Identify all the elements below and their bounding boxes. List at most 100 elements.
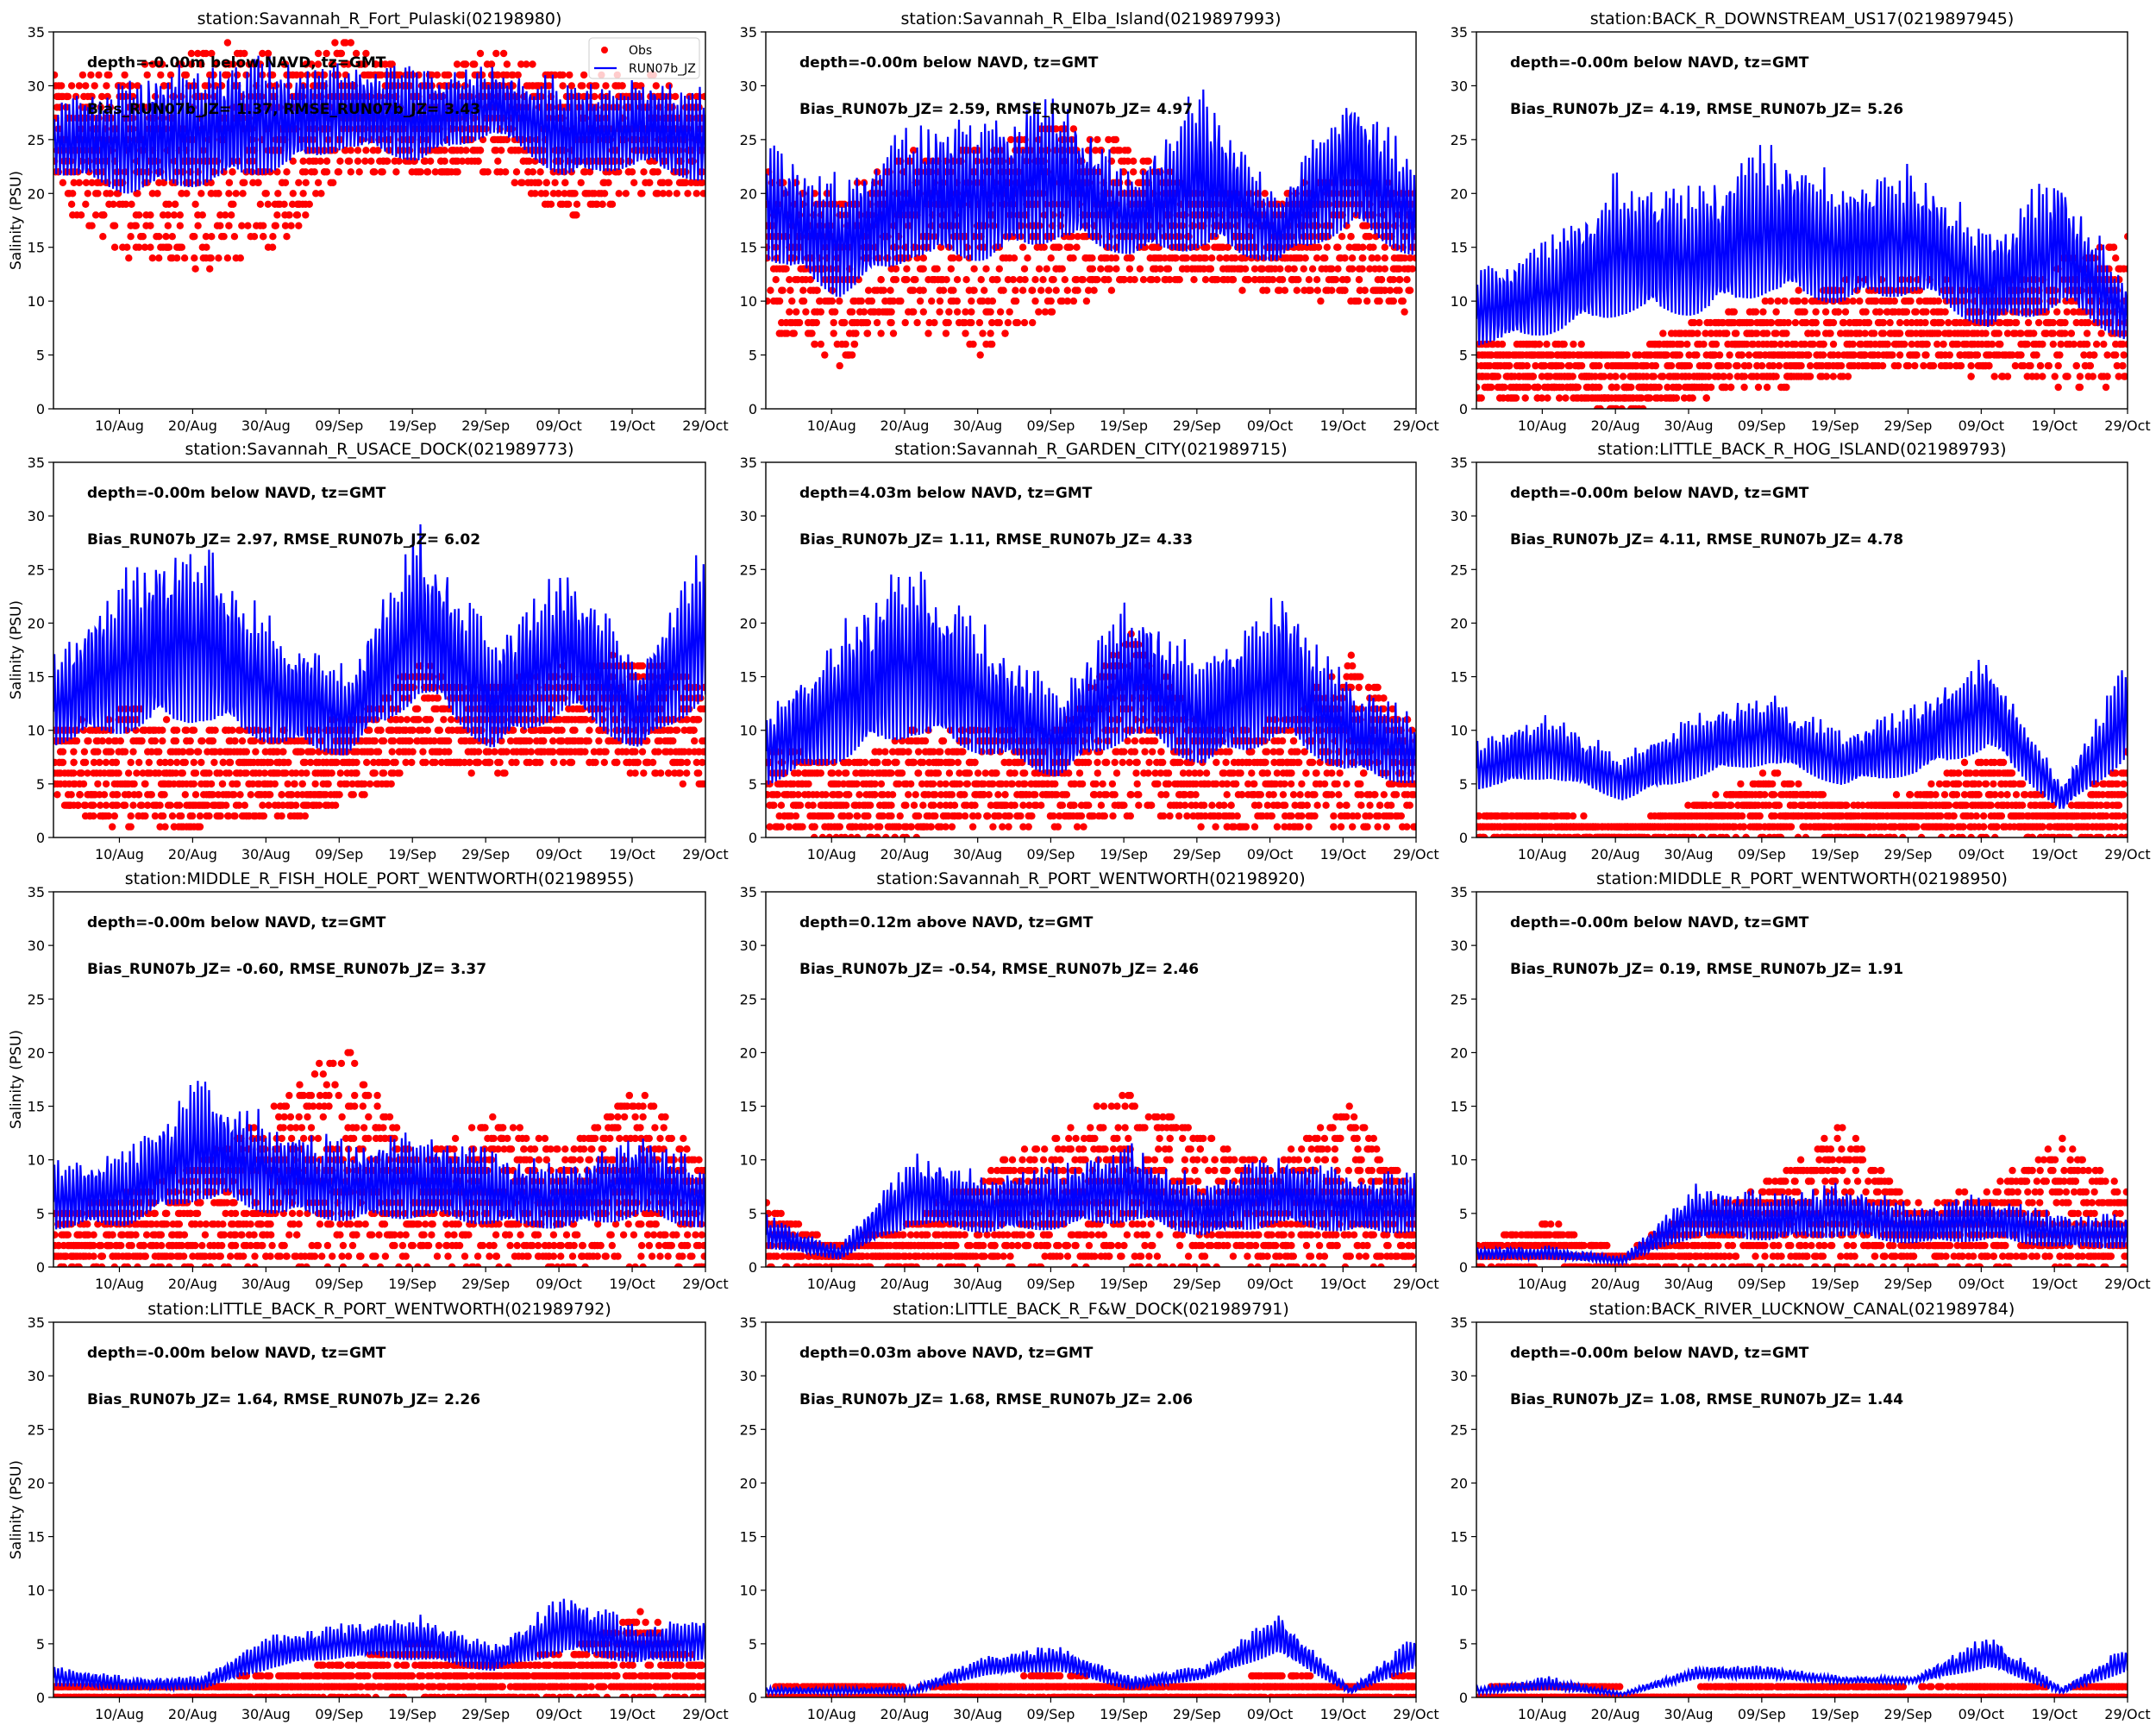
obs-point: [60, 759, 66, 766]
obs-point: [477, 147, 484, 154]
obs-point: [113, 759, 120, 766]
x-tick-label: 29/Oct: [1393, 417, 1438, 434]
obs-point: [842, 341, 849, 348]
obs-point: [251, 233, 258, 240]
obs-point: [962, 276, 969, 283]
obs-point: [793, 308, 799, 315]
obs-point: [122, 802, 128, 809]
obs-point: [1387, 287, 1394, 294]
obs-point: [1985, 362, 1992, 369]
obs-point: [269, 233, 276, 240]
obs-point: [2071, 341, 2078, 348]
obs-point: [893, 276, 899, 283]
obs-point: [1726, 373, 1733, 380]
obs-point: [580, 72, 587, 78]
obs-point: [1276, 266, 1283, 273]
obs-point: [273, 211, 280, 218]
obs-point: [1651, 373, 1658, 380]
obs-point: [68, 201, 75, 208]
obs-point: [1812, 319, 1819, 326]
y-tick-label: 35: [1451, 24, 1468, 41]
obs-point: [1382, 244, 1388, 251]
obs-point: [565, 201, 572, 208]
obs-point: [1905, 362, 1912, 369]
obs-point: [943, 329, 950, 336]
obs-point: [1871, 329, 1877, 336]
obs-point: [82, 82, 89, 89]
obs-point: [1300, 266, 1307, 273]
obs-point: [295, 179, 302, 186]
obs-point: [779, 287, 786, 294]
x-tick-label: 19/Oct: [2031, 417, 2077, 434]
x-tick-label: 09/Oct: [536, 417, 581, 434]
obs-point: [813, 319, 820, 326]
obs-point: [502, 168, 509, 175]
obs-point: [1938, 319, 1945, 326]
obs-point: [903, 266, 910, 273]
obs-point: [260, 233, 266, 240]
obs-point: [1190, 276, 1197, 283]
y-tick-label: 5: [749, 348, 757, 364]
obs-point: [1053, 287, 1060, 294]
obs-point: [191, 233, 197, 240]
obs-point: [90, 802, 97, 809]
obs-point: [893, 266, 899, 273]
obs-point: [1208, 254, 1215, 261]
obs-point: [488, 60, 495, 67]
obs-point: [864, 329, 871, 336]
obs-point: [1359, 266, 1366, 273]
obs-point: [1941, 308, 1948, 315]
obs-point: [920, 287, 927, 294]
obs-point: [1570, 373, 1576, 380]
obs-point: [1689, 394, 1696, 401]
obs-point: [1776, 362, 1783, 369]
obs-point: [1324, 244, 1331, 251]
obs-point: [1313, 254, 1320, 261]
obs-point: [1495, 373, 1501, 380]
obs-point: [684, 190, 691, 197]
x-tick-label: 19/Sep: [1100, 417, 1148, 434]
obs-point: [191, 201, 198, 208]
obs-point: [2090, 351, 2097, 358]
obs-point: [263, 190, 270, 197]
x-tick-label: 20/Aug: [168, 417, 217, 434]
obs-point: [2004, 373, 2011, 380]
obs-point: [1652, 362, 1659, 369]
y-tick-label: 0: [1459, 401, 1468, 417]
obs-point: [147, 223, 154, 229]
obs-point: [115, 769, 122, 776]
obs-point: [1001, 329, 1008, 336]
obs-point: [1713, 341, 1720, 348]
obs-point: [477, 50, 484, 57]
obs-point: [1395, 287, 1402, 294]
obs-point: [1332, 276, 1339, 283]
obs-point: [1041, 244, 1048, 251]
obs-point: [111, 812, 118, 819]
obs-point: [638, 190, 645, 197]
obs-point: [53, 791, 60, 798]
obs-point: [1031, 276, 1038, 283]
obs-point: [103, 82, 110, 89]
obs-point: [1317, 298, 1324, 304]
obs-point: [51, 72, 58, 78]
y-tick-label: 15: [1451, 240, 1468, 256]
obs-point: [85, 737, 91, 744]
obs-point: [215, 190, 222, 197]
obs-point: [1612, 373, 1619, 380]
obs-point: [1889, 351, 1896, 358]
obs-point: [1797, 362, 1804, 369]
obs-point: [173, 254, 180, 261]
obs-point: [1363, 223, 1370, 229]
obs-point: [1019, 287, 1026, 294]
obs-point: [65, 93, 72, 100]
obs-point: [1877, 308, 1883, 315]
obs-point: [1595, 384, 1602, 391]
obs-point: [1090, 287, 1097, 294]
obs-point: [348, 147, 354, 154]
obs-point: [1745, 351, 1752, 358]
x-tick-label: 29/Sep: [1884, 417, 1933, 434]
obs-point: [1070, 298, 1077, 304]
obs-point: [629, 168, 636, 175]
y-tick-label: 20: [740, 185, 757, 202]
obs-point: [1307, 287, 1314, 294]
